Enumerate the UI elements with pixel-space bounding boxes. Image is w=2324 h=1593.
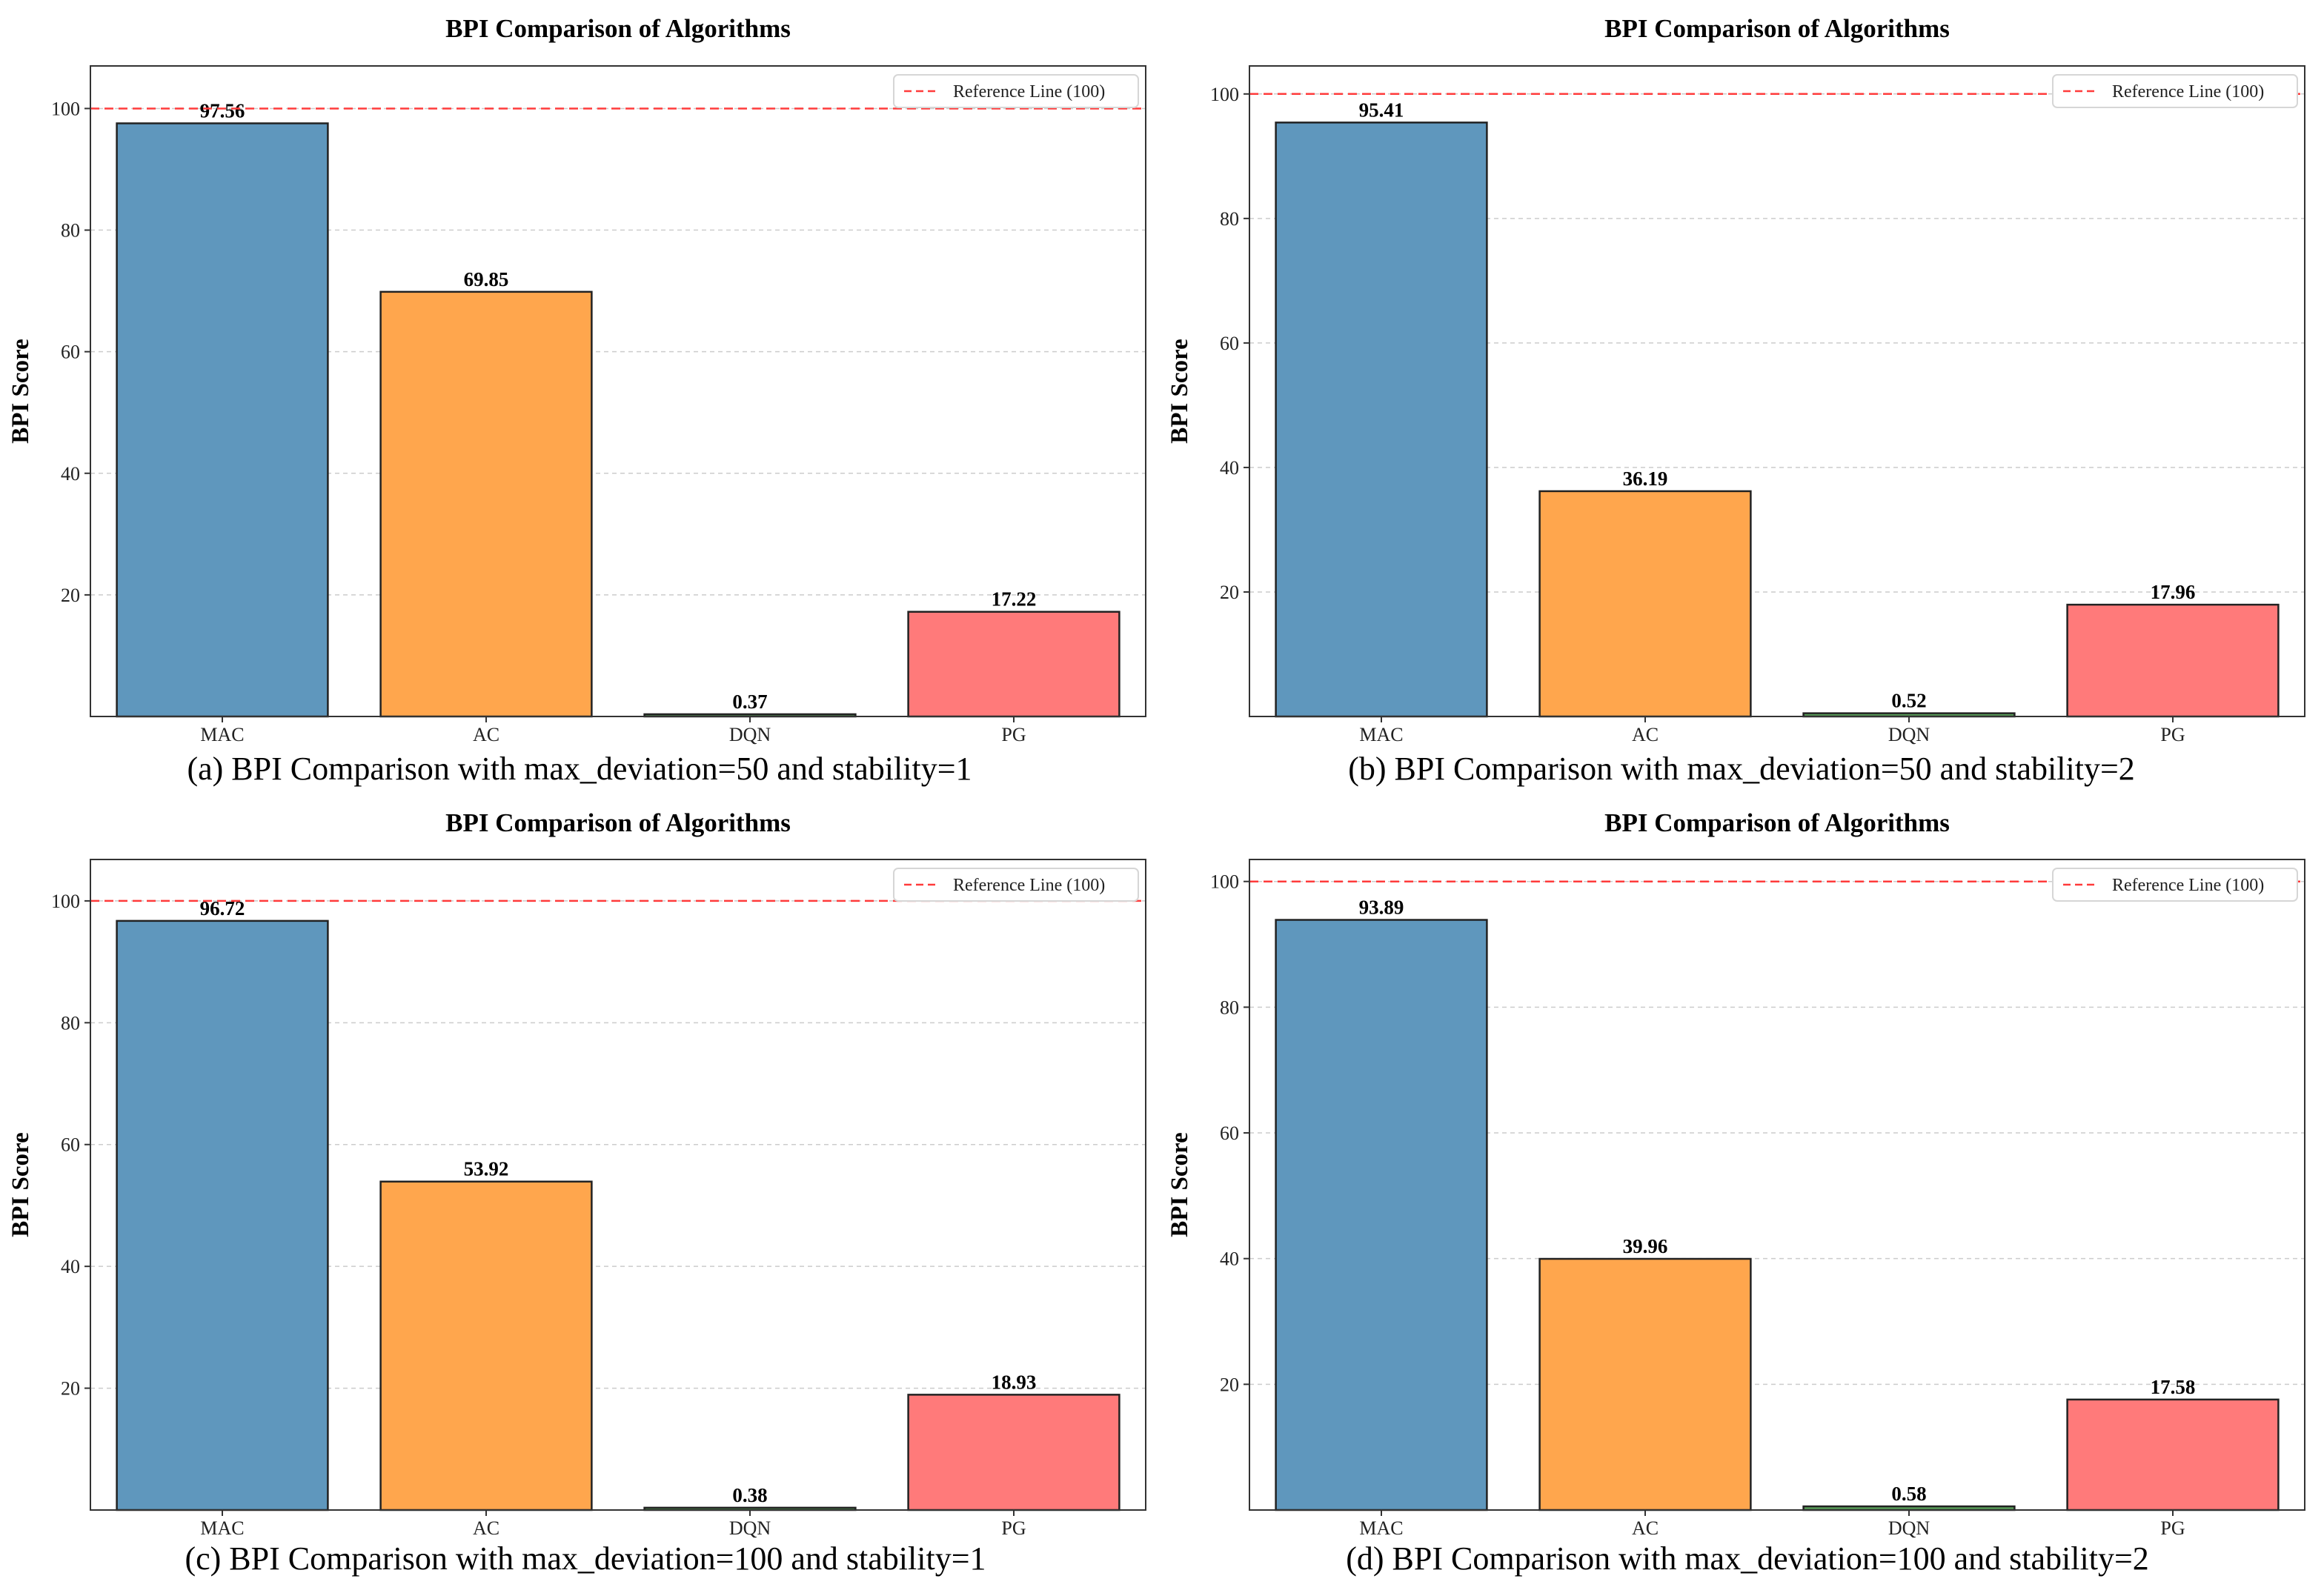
y-tick-label: 80 <box>61 1012 80 1034</box>
y-tick-label: 20 <box>1220 1374 1239 1395</box>
y-axis-label: BPI Score <box>1166 339 1193 443</box>
bar-ac <box>1538 490 1752 718</box>
y-tick-label: 40 <box>61 463 80 485</box>
y-axis-label: BPI Score <box>1166 1132 1193 1237</box>
y-tick-label: 20 <box>1220 582 1239 603</box>
y-tick-label: 40 <box>61 1256 80 1277</box>
y-tick-label: 40 <box>1220 457 1239 479</box>
chart-title: BPI Comparison of Algorithms <box>1604 808 1950 837</box>
x-tick-label: AC <box>473 724 499 745</box>
x-tick-label: PG <box>1001 724 1026 745</box>
bar-pg <box>907 611 1120 718</box>
panel-caption: (b) BPI Comparison with max_deviation=50… <box>1348 751 2135 787</box>
bar-mac <box>1275 122 1488 718</box>
x-tick-label: MAC <box>200 1517 244 1539</box>
bar-mac <box>116 919 329 1511</box>
bar-value-label: 0.38 <box>732 1484 767 1506</box>
legend-box <box>893 868 1139 902</box>
y-tick-label: 60 <box>1220 1123 1239 1144</box>
legend-label: Reference Line (100) <box>2112 876 2264 895</box>
bar-pg <box>907 1394 1120 1511</box>
plot-frame <box>90 859 1146 1511</box>
chart-title: BPI Comparison of Algorithms <box>445 14 791 43</box>
panel-caption: (d) BPI Comparison with max_deviation=10… <box>1346 1540 2149 1577</box>
bar-ac <box>1538 1257 1752 1511</box>
bar-value-label: 93.89 <box>1359 897 1404 919</box>
y-tick-label: 60 <box>61 1134 80 1156</box>
y-tick-label: 20 <box>61 585 80 606</box>
y-tick-label: 100 <box>1210 84 1239 105</box>
x-tick-label: PG <box>1001 1517 1026 1539</box>
legend-label: Reference Line (100) <box>2112 82 2264 102</box>
bar-value-label: 69.85 <box>464 268 509 290</box>
bar-value-label: 17.58 <box>2151 1376 2196 1398</box>
y-tick-label: 100 <box>51 98 80 119</box>
bar-ac <box>379 1180 593 1511</box>
y-tick-label: 80 <box>61 220 80 242</box>
bar-value-label: 17.96 <box>2151 581 2196 603</box>
legend-label: Reference Line (100) <box>953 876 1105 895</box>
y-tick-label: 40 <box>1220 1248 1239 1270</box>
x-tick-label: MAC <box>1359 724 1403 745</box>
x-tick-label: DQN <box>729 724 771 745</box>
plot-frame <box>90 65 1146 717</box>
y-axis-label: BPI Score <box>7 1132 34 1237</box>
y-tick-label: 100 <box>51 891 80 912</box>
x-tick-label: DQN <box>1888 1517 1930 1539</box>
panel-caption: (c) BPI Comparison with max_deviation=10… <box>185 1540 986 1577</box>
bar-value-label: 95.41 <box>1359 99 1404 121</box>
panel-caption: (a) BPI Comparison with max_deviation=50… <box>187 751 972 787</box>
bar-value-label: 18.93 <box>992 1371 1037 1393</box>
legend: Reference Line (100) <box>2052 74 2298 108</box>
x-tick-label: AC <box>1632 1517 1659 1539</box>
bar-mac <box>116 122 329 718</box>
x-tick-label: AC <box>1632 724 1659 745</box>
chart-panel-3: BPI Comparison of Algorithms 20 40 60 80 100 9… <box>1166 808 2305 1577</box>
bar-pg <box>2066 1398 2280 1511</box>
bar-value-label: 53.92 <box>464 1158 509 1180</box>
chart-panel-0: BPI Comparison of Algorithms 20 40 60 80 100 9… <box>7 14 1146 787</box>
y-tick-label: 20 <box>61 1378 80 1400</box>
bar-pg <box>2066 603 2280 718</box>
chart-title: BPI Comparison of Algorithms <box>1604 14 1950 43</box>
bar-value-label: 0.58 <box>1891 1483 1926 1505</box>
bar-value-label: 0.37 <box>732 691 767 713</box>
bar-value-label: 0.52 <box>1891 690 1926 712</box>
x-tick-label: PG <box>2160 1517 2185 1539</box>
bar-ac <box>379 290 593 718</box>
legend: Reference Line (100) <box>2052 868 2298 902</box>
y-tick-label: 80 <box>1220 997 1239 1018</box>
bar-value-label: 36.19 <box>1623 468 1668 490</box>
bar-value-label: 17.22 <box>992 588 1037 611</box>
legend-box <box>2052 74 2298 108</box>
bar-value-label: 97.56 <box>200 99 245 122</box>
legend: Reference Line (100) <box>893 74 1139 108</box>
y-axis-label: BPI Score <box>7 339 34 443</box>
plot-frame <box>1249 65 2305 717</box>
legend-label: Reference Line (100) <box>953 82 1105 102</box>
bar-value-label: 39.96 <box>1623 1235 1668 1257</box>
x-tick-label: DQN <box>1888 724 1930 745</box>
legend-box <box>893 74 1139 108</box>
chart-title: BPI Comparison of Algorithms <box>445 808 791 837</box>
y-tick-label: 60 <box>61 342 80 363</box>
y-tick-label: 100 <box>1210 871 1239 893</box>
x-tick-label: MAC <box>1359 1517 1403 1539</box>
x-tick-label: AC <box>473 1517 499 1539</box>
y-tick-label: 80 <box>1220 208 1239 230</box>
y-tick-label: 60 <box>1220 333 1239 354</box>
chart-panel-1: BPI Comparison of Algorithms 20 40 60 80 100 9… <box>1166 14 2305 787</box>
x-tick-label: PG <box>2160 724 2185 745</box>
plot-frame <box>1249 859 2305 1511</box>
x-tick-label: DQN <box>729 1517 771 1539</box>
bar-mac <box>1275 919 1488 1511</box>
x-tick-label: MAC <box>200 724 244 745</box>
legend: Reference Line (100) <box>893 868 1139 902</box>
legend-box <box>2052 868 2298 902</box>
